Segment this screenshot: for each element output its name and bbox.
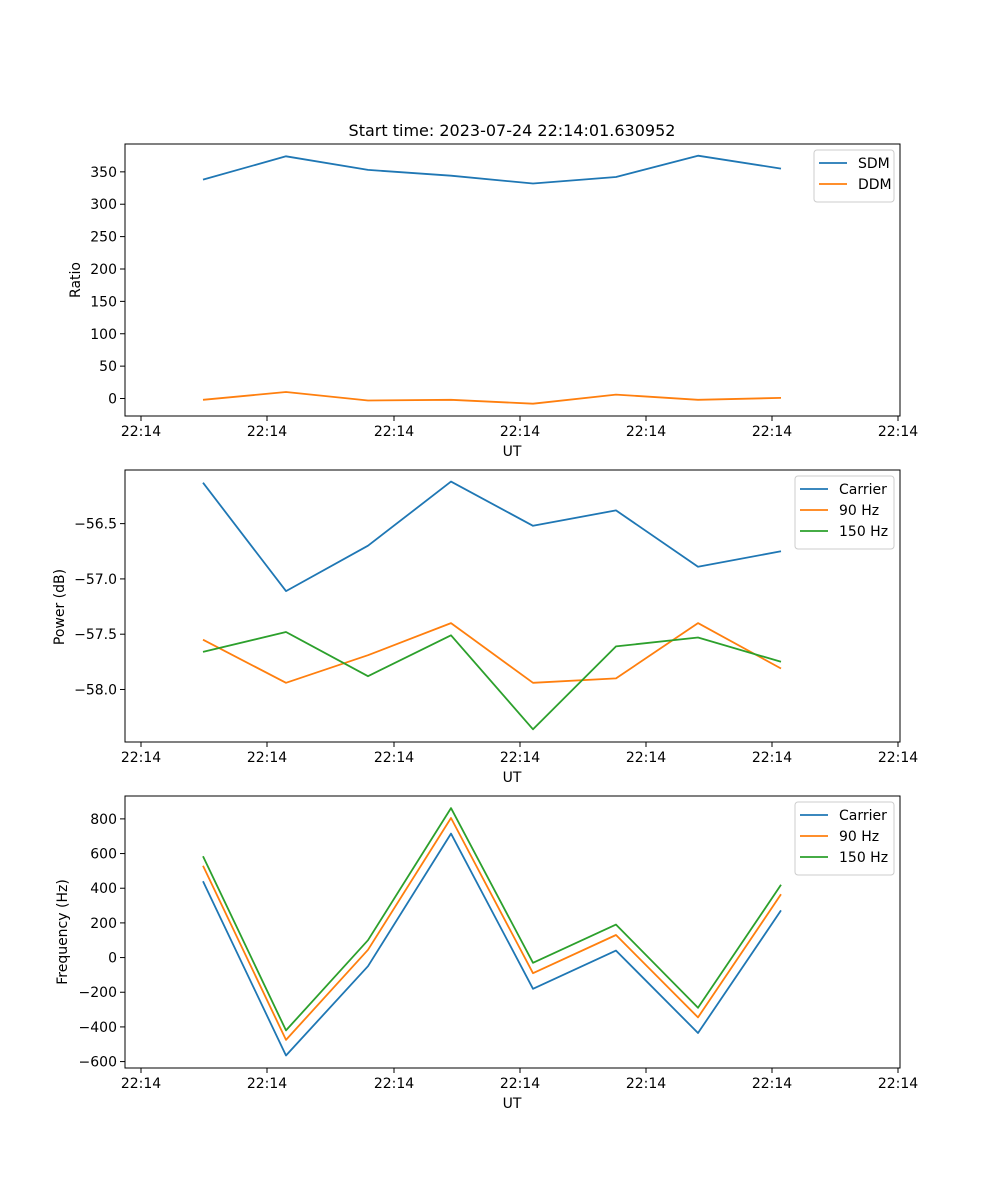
series-line-carrier (202, 480, 782, 592)
y-tick-label: −57.0 (74, 572, 117, 588)
x-tick-label: 22:14 (752, 424, 792, 440)
legend-label: DDM (858, 177, 892, 193)
y-tick-label: 400 (90, 881, 117, 897)
legend: SDM DDM (813, 149, 895, 203)
series-line-150-hz (202, 807, 782, 1032)
x-tick-label: 22:14 (878, 424, 918, 440)
legend-label: 90 Hz (839, 829, 879, 845)
legend: Carrier 90 Hz 150 Hz (794, 801, 895, 876)
x-tick-label: 22:14 (374, 1076, 414, 1092)
y-tick-label: −600 (79, 1055, 117, 1071)
x-axis-label: UT (503, 770, 522, 786)
y-axis-label: Ratio (68, 262, 84, 298)
x-tick-label: 22:14 (121, 1076, 161, 1092)
y-tick-label: 350 (90, 165, 117, 181)
legend: Carrier 90 Hz 150 Hz (794, 475, 895, 550)
x-tick-label: 22:14 (374, 750, 414, 766)
legend-label: 90 Hz (839, 503, 879, 519)
y-tick-label: 0 (108, 392, 117, 408)
series-line-90-hz (202, 817, 782, 1041)
x-tick-label: 22:14 (878, 750, 918, 766)
x-tick-label: 22:14 (878, 1076, 918, 1092)
frequency-panel: UT Frequency (Hz) 22:14 22:14 22:14 22:14 22… (55, 795, 918, 1112)
x-tick-label: 22:14 (752, 1076, 792, 1092)
x-tick-label: 22:14 (247, 750, 287, 766)
y-tick-label: 250 (90, 230, 117, 246)
plot-frame (124, 469, 901, 743)
y-tick-label: −400 (79, 1020, 117, 1036)
y-tick-label: 0 (108, 951, 117, 967)
x-tick-label: 22:14 (247, 424, 287, 440)
x-tick-label: 22:14 (500, 424, 540, 440)
y-tick-label: 150 (90, 294, 117, 310)
y-tick-label: −200 (79, 985, 117, 1001)
y-tick-label: 800 (90, 812, 117, 828)
x-tick-label: 22:14 (247, 1076, 287, 1092)
y-tick-label: 200 (90, 916, 117, 932)
y-tick-label: −56.5 (74, 517, 117, 533)
series-line-sdm (202, 154, 782, 185)
x-axis-label: UT (503, 1096, 522, 1112)
y-tick-label: 100 (90, 327, 117, 343)
x-tick-label: 22:14 (752, 750, 792, 766)
x-tick-label: 22:14 (121, 750, 161, 766)
x-tick-label: 22:14 (500, 750, 540, 766)
series-line-150-hz (202, 631, 782, 731)
y-axis-label: Frequency (Hz) (55, 879, 71, 985)
y-axis-label: Power (dB) (52, 569, 68, 645)
y-tick-label: −57.5 (74, 627, 117, 643)
legend-label: Carrier (839, 482, 887, 498)
legend-label: Carrier (839, 808, 887, 824)
x-tick-label: 22:14 (374, 424, 414, 440)
y-tick-label: 200 (90, 262, 117, 278)
series-line-carrier (202, 832, 782, 1057)
x-tick-label: 22:14 (626, 750, 666, 766)
legend-label: 150 Hz (839, 850, 888, 866)
x-tick-label: 22:14 (121, 424, 161, 440)
power-panel: UT Power (dB) 22:14 22:14 22:14 22:14 22:14 2… (52, 469, 918, 786)
y-tick-label: 600 (90, 847, 117, 863)
chart-title: Start time: 2023-07-24 22:14:01.630952 (349, 121, 676, 140)
ratio-panel: Start time: 2023-07-24 22:14:01.630952 U… (68, 121, 918, 460)
legend-label: SDM (858, 156, 890, 172)
series-line-90-hz (202, 622, 782, 684)
y-tick-label: −58.0 (74, 682, 117, 698)
legend-label: 150 Hz (839, 524, 888, 540)
plot-frame (124, 795, 901, 1069)
series-line-ddm (202, 391, 782, 405)
x-axis-label: UT (503, 444, 522, 460)
y-tick-label: 300 (90, 197, 117, 213)
x-tick-label: 22:14 (626, 424, 666, 440)
y-tick-label: 50 (99, 359, 117, 375)
x-tick-label: 22:14 (500, 1076, 540, 1092)
x-tick-label: 22:14 (626, 1076, 666, 1092)
plot-frame (124, 143, 901, 417)
